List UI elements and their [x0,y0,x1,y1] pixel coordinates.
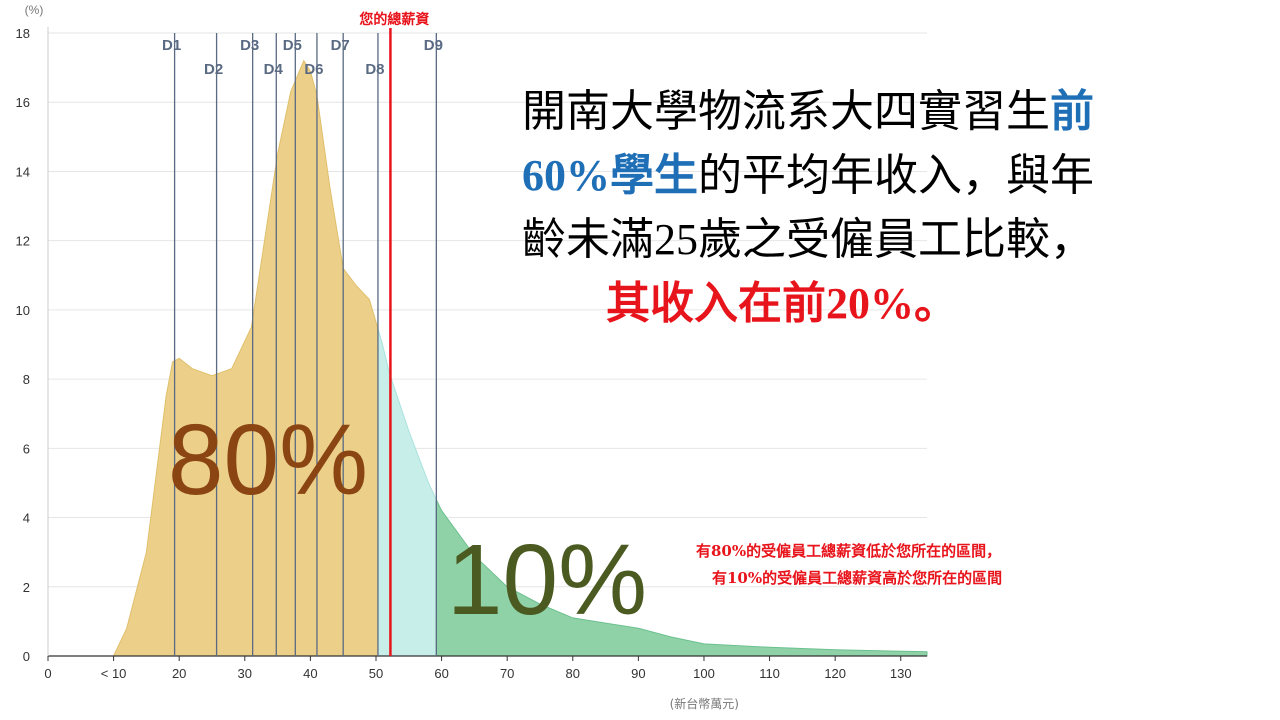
y-tick-label: 2 [23,580,30,595]
x-tick-label: 100 [693,666,715,681]
your-pay-label: 您的總薪資 [359,11,429,28]
x-tick-label: 0 [44,666,51,681]
headline-line1-b: 前 [1050,87,1094,136]
note-line2: 有10%的受僱員工總薪資高於您所在的區間 [712,569,1003,587]
decile-label: D5 [283,37,302,54]
y-tick-label: 12 [16,234,30,249]
y-tick-label: 0 [23,649,30,664]
x-tick-label: 70 [500,666,514,681]
x-tick-label: 130 [890,666,912,681]
decile-label: D3 [240,37,259,54]
y-tick-label: 14 [16,164,30,179]
x-tick-label: 80 [566,666,580,681]
area-between-band [377,328,437,657]
headline-line3: 齡未滿25歲之受僱員工比較， [522,215,1094,264]
summary-note: 有80%的受僱員工總薪資低於您所在的區間， 有10%的受僱員工總薪資高於您所在的… [696,538,1002,592]
x-tick-label: 110 [759,666,780,681]
area-above-your-pay [435,499,928,657]
headline-line2-a: 60%學生 [522,151,698,200]
headline: 開南大學物流系大四實習生前 60%學生的平均年收入，與年 齡未滿25歲之受僱員工… [522,80,1242,336]
x-tick-label: 40 [303,666,317,681]
x-tick-label: 20 [172,666,186,681]
decile-label: D1 [162,37,181,54]
decile-label: D4 [264,61,284,78]
x-tick-label: 120 [824,666,846,681]
y-tick-label: 8 [23,372,30,387]
x-axis-label: (新台幣萬元) [670,696,739,711]
headline-line4: 其收入在前20%。 [606,279,958,328]
below-percentage-label: 80% [168,404,368,516]
area-below-your-pay [113,59,379,657]
note-line1: 有80%的受僱員工總薪資低於您所在的區間， [696,542,1002,560]
decile-label: D7 [331,37,350,54]
headline-line1-a: 開南大學物流系大四實習生 [522,87,1050,136]
x-tick-label: 90 [631,666,645,681]
y-tick-label: 10 [16,303,30,318]
x-tick-label: 60 [434,666,448,681]
y-tick-label: 18 [16,26,30,41]
decile-label: D8 [365,61,384,78]
headline-line2-b: 的平均年收入，與年 [698,151,1094,200]
x-tick-label: 30 [238,666,252,681]
y-tick-label: 16 [16,95,30,110]
decile-label: D2 [204,61,223,78]
decile-label: D9 [424,37,443,54]
x-tick-label: 50 [369,666,383,681]
x-tick-label: < 10 [101,666,127,681]
y-axis-label: (%) [25,3,44,17]
decile-label: D6 [304,61,323,78]
y-tick-label: 4 [23,511,30,526]
y-tick-label: 6 [23,441,30,456]
above-percentage-label: 10% [447,524,647,636]
